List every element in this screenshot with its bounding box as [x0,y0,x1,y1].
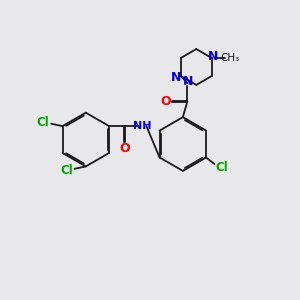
Text: Cl: Cl [60,164,73,176]
Text: N: N [182,75,193,88]
Text: Cl: Cl [37,116,50,129]
Text: Cl: Cl [215,161,228,174]
Text: O: O [160,95,170,108]
Text: O: O [119,142,130,155]
Text: N: N [208,50,218,63]
Text: NH: NH [133,121,152,131]
Text: CH₃: CH₃ [221,53,240,63]
Text: N: N [170,71,181,84]
